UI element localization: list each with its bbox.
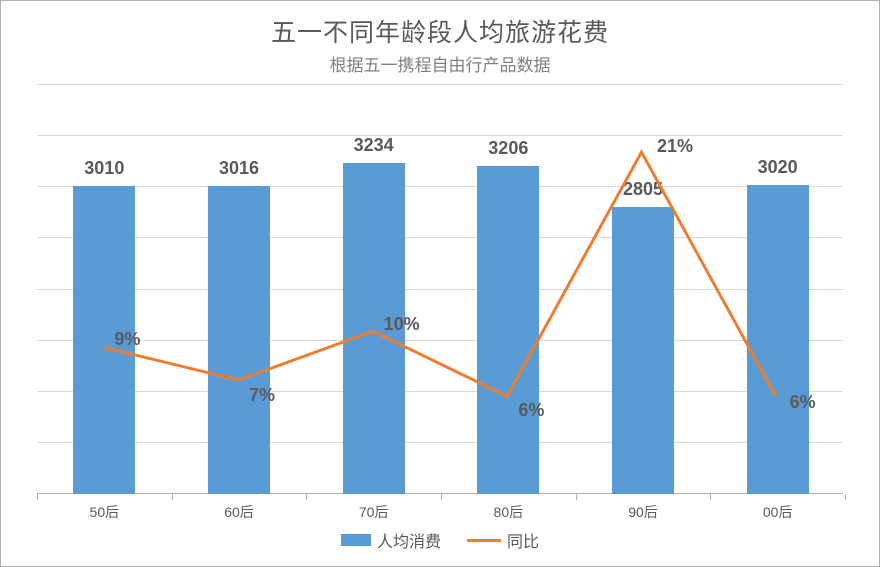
x-axis-baseline bbox=[37, 493, 843, 494]
x-axis-label: 60后 bbox=[224, 502, 254, 522]
line-value-label: 21% bbox=[657, 136, 693, 157]
x-tick bbox=[172, 494, 173, 500]
bar: 3020 bbox=[747, 185, 809, 494]
x-axis-label: 80后 bbox=[494, 502, 524, 522]
legend-item-line: 同比 bbox=[467, 528, 539, 552]
x-tick bbox=[845, 494, 846, 500]
gridline bbox=[37, 442, 843, 443]
gridline bbox=[37, 237, 843, 238]
gridline bbox=[37, 340, 843, 341]
line-value-label: 7% bbox=[249, 385, 275, 406]
legend: 人均消费 同比 bbox=[1, 528, 879, 552]
chart-title: 五一不同年龄段人均旅游花费 bbox=[1, 13, 879, 49]
x-axis-label: 50后 bbox=[90, 502, 120, 522]
bar-value-label: 3206 bbox=[477, 138, 539, 159]
bar-value-label: 3020 bbox=[747, 157, 809, 178]
title-block: 五一不同年龄段人均旅游花费 根据五一携程自由行产品数据 bbox=[1, 1, 879, 76]
x-tick bbox=[441, 494, 442, 500]
bar-value-label: 3234 bbox=[343, 135, 405, 156]
gridline bbox=[37, 391, 843, 392]
gridline bbox=[37, 135, 843, 136]
line-path bbox=[104, 152, 776, 396]
x-tick bbox=[710, 494, 711, 500]
gridline bbox=[37, 289, 843, 290]
chart-container: 五一不同年龄段人均旅游花费 根据五一携程自由行产品数据 301050后30166… bbox=[0, 0, 880, 567]
x-tick bbox=[306, 494, 307, 500]
bar-value-label: 3016 bbox=[208, 158, 270, 179]
x-tick bbox=[37, 494, 38, 500]
legend-label-bar: 人均消费 bbox=[377, 528, 441, 552]
line-value-label: 10% bbox=[384, 314, 420, 335]
line-value-label: 9% bbox=[114, 329, 140, 350]
line-value-label: 6% bbox=[790, 392, 816, 413]
plot-area: 301050后301660后323470后320680后280590后30200… bbox=[37, 87, 843, 494]
chart-subtitle: 根据五一携程自由行产品数据 bbox=[1, 51, 879, 76]
bar-value-label: 2805 bbox=[612, 179, 674, 200]
legend-swatch-line bbox=[467, 539, 501, 542]
gridline bbox=[37, 84, 843, 85]
x-axis-label: 70后 bbox=[359, 502, 389, 522]
bar-value-label: 3010 bbox=[73, 158, 135, 179]
legend-swatch-bar bbox=[341, 534, 371, 546]
x-tick bbox=[576, 494, 577, 500]
legend-item-bar: 人均消费 bbox=[341, 528, 441, 552]
bar: 3016 bbox=[208, 186, 270, 494]
line-value-label: 6% bbox=[518, 400, 544, 421]
legend-label-line: 同比 bbox=[507, 528, 539, 552]
bar: 3206 bbox=[477, 166, 539, 494]
bar: 2805 bbox=[612, 207, 674, 494]
line-layer bbox=[37, 87, 843, 494]
gridline bbox=[37, 186, 843, 187]
x-axis-label: 00后 bbox=[763, 502, 793, 522]
x-axis-label: 90后 bbox=[628, 502, 658, 522]
